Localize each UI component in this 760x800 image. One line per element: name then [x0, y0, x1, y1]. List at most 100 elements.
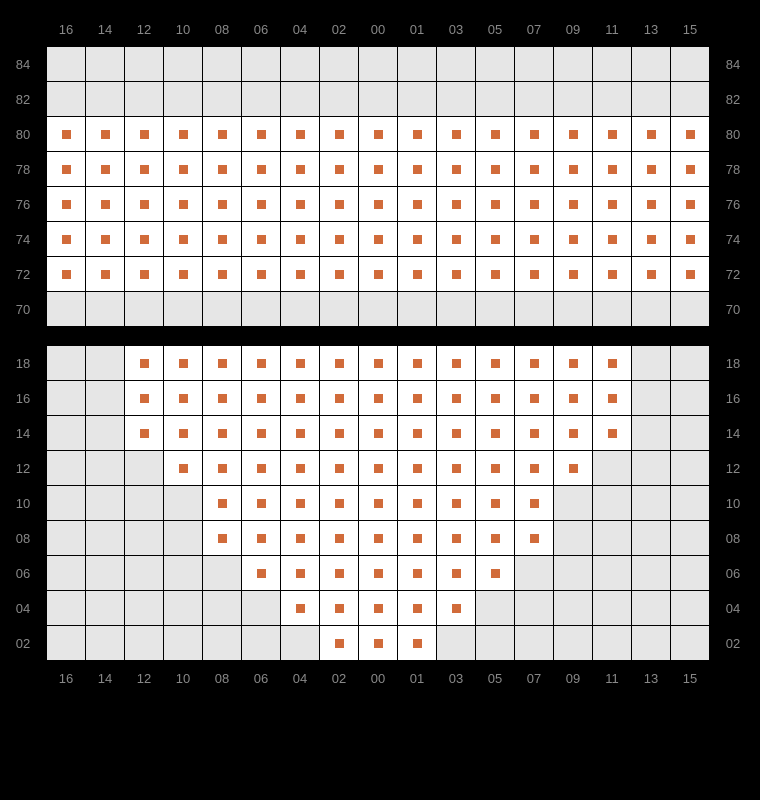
seat-cell[interactable]	[398, 451, 436, 485]
seat-cell[interactable]	[554, 346, 592, 380]
seat-cell[interactable]	[515, 381, 553, 415]
seat-cell[interactable]	[476, 416, 514, 450]
seat-cell[interactable]	[125, 222, 163, 256]
seat-cell[interactable]	[515, 152, 553, 186]
seat-cell[interactable]	[359, 152, 397, 186]
seat-cell[interactable]	[476, 257, 514, 291]
seat-cell[interactable]	[437, 117, 475, 151]
seat-cell[interactable]	[359, 416, 397, 450]
seat-cell[interactable]	[554, 257, 592, 291]
seat-cell[interactable]	[320, 451, 358, 485]
seat-cell[interactable]	[359, 346, 397, 380]
seat-cell[interactable]	[359, 187, 397, 221]
seat-cell[interactable]	[164, 451, 202, 485]
seat-cell[interactable]	[242, 486, 280, 520]
seat-cell[interactable]	[203, 257, 241, 291]
seat-cell[interactable]	[320, 486, 358, 520]
seat-cell[interactable]	[203, 416, 241, 450]
seat-cell[interactable]	[515, 451, 553, 485]
seat-cell[interactable]	[125, 416, 163, 450]
seat-cell[interactable]	[125, 346, 163, 380]
seat-cell[interactable]	[437, 222, 475, 256]
seat-cell[interactable]	[554, 152, 592, 186]
seat-cell[interactable]	[359, 117, 397, 151]
seat-cell[interactable]	[281, 152, 319, 186]
seat-cell[interactable]	[242, 416, 280, 450]
seat-cell[interactable]	[125, 187, 163, 221]
seat-cell[interactable]	[164, 416, 202, 450]
seat-cell[interactable]	[632, 152, 670, 186]
seat-cell[interactable]	[86, 117, 124, 151]
seat-cell[interactable]	[593, 152, 631, 186]
seat-cell[interactable]	[320, 346, 358, 380]
seat-cell[interactable]	[398, 187, 436, 221]
seat-cell[interactable]	[593, 346, 631, 380]
seat-cell[interactable]	[242, 257, 280, 291]
seat-cell[interactable]	[86, 257, 124, 291]
seat-cell[interactable]	[320, 416, 358, 450]
seat-cell[interactable]	[203, 187, 241, 221]
seat-cell[interactable]	[398, 416, 436, 450]
seat-cell[interactable]	[437, 187, 475, 221]
seat-cell[interactable]	[242, 521, 280, 555]
seat-cell[interactable]	[593, 187, 631, 221]
seat-cell[interactable]	[359, 626, 397, 660]
seat-cell[interactable]	[320, 591, 358, 625]
seat-cell[interactable]	[242, 187, 280, 221]
seat-cell[interactable]	[398, 257, 436, 291]
seat-cell[interactable]	[125, 257, 163, 291]
seat-cell[interactable]	[359, 451, 397, 485]
seat-cell[interactable]	[515, 187, 553, 221]
seat-cell[interactable]	[632, 117, 670, 151]
seat-cell[interactable]	[554, 381, 592, 415]
seat-cell[interactable]	[515, 117, 553, 151]
seat-cell[interactable]	[320, 626, 358, 660]
seat-cell[interactable]	[398, 346, 436, 380]
seat-cell[interactable]	[359, 381, 397, 415]
seat-cell[interactable]	[476, 556, 514, 590]
seat-cell[interactable]	[203, 117, 241, 151]
seat-cell[interactable]	[320, 187, 358, 221]
seat-cell[interactable]	[632, 222, 670, 256]
seat-cell[interactable]	[554, 222, 592, 256]
seat-cell[interactable]	[281, 416, 319, 450]
seat-cell[interactable]	[359, 591, 397, 625]
seat-cell[interactable]	[554, 451, 592, 485]
seat-cell[interactable]	[47, 187, 85, 221]
seat-cell[interactable]	[437, 152, 475, 186]
seat-cell[interactable]	[437, 486, 475, 520]
seat-cell[interactable]	[281, 346, 319, 380]
seat-cell[interactable]	[515, 521, 553, 555]
seat-cell[interactable]	[203, 222, 241, 256]
seat-cell[interactable]	[281, 257, 319, 291]
seat-cell[interactable]	[164, 152, 202, 186]
seat-cell[interactable]	[398, 152, 436, 186]
seat-cell[interactable]	[476, 117, 514, 151]
seat-cell[interactable]	[164, 117, 202, 151]
seat-cell[interactable]	[164, 346, 202, 380]
seat-cell[interactable]	[47, 152, 85, 186]
seat-cell[interactable]	[515, 416, 553, 450]
seat-cell[interactable]	[164, 257, 202, 291]
seat-cell[interactable]	[164, 381, 202, 415]
seat-cell[interactable]	[359, 486, 397, 520]
seat-cell[interactable]	[320, 381, 358, 415]
seat-cell[interactable]	[242, 222, 280, 256]
seat-cell[interactable]	[320, 222, 358, 256]
seat-cell[interactable]	[593, 257, 631, 291]
seat-cell[interactable]	[632, 187, 670, 221]
seat-cell[interactable]	[203, 521, 241, 555]
seat-cell[interactable]	[437, 591, 475, 625]
seat-cell[interactable]	[398, 626, 436, 660]
seat-cell[interactable]	[671, 222, 709, 256]
seat-cell[interactable]	[515, 346, 553, 380]
seat-cell[interactable]	[281, 521, 319, 555]
seat-cell[interactable]	[398, 591, 436, 625]
seat-cell[interactable]	[281, 222, 319, 256]
seat-cell[interactable]	[281, 117, 319, 151]
seat-cell[interactable]	[86, 187, 124, 221]
seat-cell[interactable]	[437, 346, 475, 380]
seat-cell[interactable]	[359, 521, 397, 555]
seat-cell[interactable]	[593, 222, 631, 256]
seat-cell[interactable]	[242, 381, 280, 415]
